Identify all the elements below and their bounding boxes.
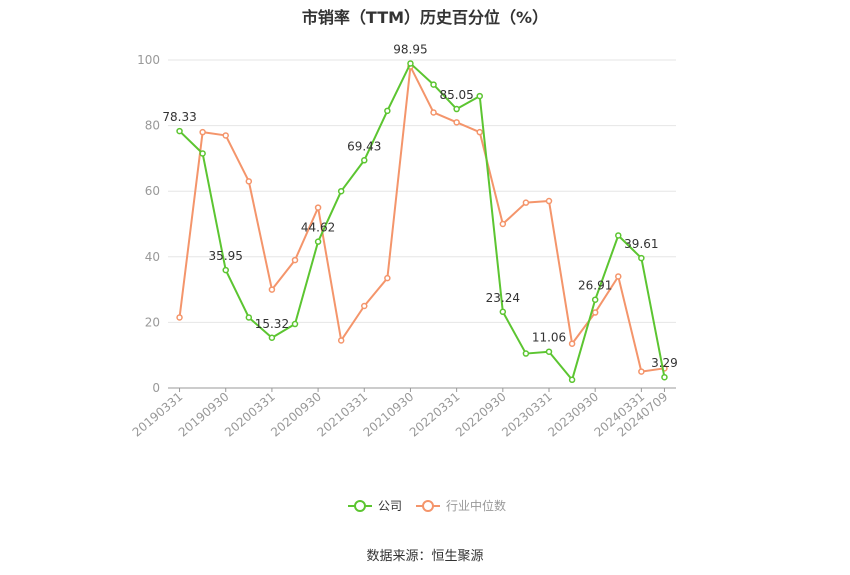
x-tick-label: 20200930	[268, 390, 324, 440]
data-point	[453, 119, 460, 126]
data-point	[476, 92, 483, 100]
x-tick-label: 20220930	[453, 390, 509, 440]
data-point	[522, 350, 530, 357]
data-point	[568, 376, 576, 384]
x-tick-label: 20210930	[361, 390, 417, 440]
data-label: 15.32	[255, 317, 289, 331]
data-point	[291, 256, 299, 264]
y-tick-label: 0	[152, 381, 160, 395]
data-point	[591, 296, 599, 303]
series-lines	[176, 60, 668, 384]
legend-marker	[354, 500, 366, 512]
data-point	[176, 314, 183, 321]
x-tick-label: 20190331	[130, 390, 186, 440]
data-point	[430, 109, 437, 116]
data-point	[245, 314, 253, 321]
x-tick-label: 20210331	[314, 390, 370, 440]
data-point	[222, 266, 229, 274]
data-point	[384, 107, 391, 115]
data-point	[615, 273, 622, 280]
legend-label: 行业中位数	[446, 498, 506, 513]
data-point	[291, 320, 299, 328]
data-label: 26.91	[578, 279, 612, 293]
data-point	[568, 340, 576, 347]
y-tick-label: 80	[145, 119, 160, 133]
x-axis: 2019033120190930202003312020093020210331…	[130, 387, 676, 440]
data-point	[199, 150, 206, 157]
data-label: 98.95	[393, 42, 427, 56]
data-point	[384, 274, 391, 282]
data-point	[337, 337, 345, 344]
y-tick-label: 20	[145, 315, 160, 329]
series-line	[178, 65, 665, 373]
data-point	[638, 368, 645, 375]
data-label: 11.06	[532, 331, 566, 345]
data-label: 44.62	[301, 221, 335, 235]
y-tick-label: 100	[137, 53, 160, 67]
y-tick-label: 60	[145, 184, 160, 198]
data-source-note: 数据来源：恒生聚源	[366, 549, 484, 564]
y-axis: 0 20 40 60 80 100	[137, 53, 160, 395]
data-point	[245, 178, 253, 185]
data-point	[545, 348, 553, 355]
data-point	[268, 286, 276, 293]
data-point	[638, 254, 645, 262]
data-point	[199, 128, 206, 136]
data-label: 3.29	[651, 356, 678, 370]
data-label: 35.95	[209, 249, 243, 263]
grid-lines	[168, 59, 676, 323]
data-point	[615, 232, 622, 239]
data-label: 39.61	[624, 237, 658, 251]
data-point	[453, 105, 460, 113]
x-tick-label: 20190930	[176, 390, 232, 440]
data-point	[499, 308, 507, 316]
x-tick-label: 20200331	[222, 390, 278, 440]
x-tick-label: 20230930	[545, 390, 601, 440]
legend-label: 公司	[378, 499, 402, 513]
data-label: 78.33	[162, 110, 196, 124]
data-point	[361, 302, 368, 310]
chart-title: 市销率（TTM）历史百分位（%）	[301, 8, 549, 27]
y-tick-label: 40	[145, 250, 160, 264]
legend[interactable]: 公司 行业中位数	[348, 498, 506, 513]
data-label: 69.43	[347, 139, 381, 153]
series-line	[178, 62, 666, 381]
data-point	[661, 373, 668, 381]
data-point	[222, 132, 229, 139]
data-label: 85.05	[439, 88, 473, 102]
data-point	[361, 157, 368, 164]
legend-marker	[422, 500, 434, 512]
data-point	[545, 197, 553, 205]
data-labels: 78.33 35.95 15.32 44.62 69.43 98.95 85.05 23.24…	[162, 42, 677, 370]
data-point	[337, 187, 345, 195]
data-label: 23.24	[486, 291, 520, 305]
data-point	[268, 334, 276, 342]
data-point	[176, 127, 183, 135]
data-point	[314, 204, 322, 211]
x-tick-label: 20220331	[407, 390, 463, 440]
data-point	[476, 128, 483, 136]
data-point	[407, 60, 414, 67]
data-point	[314, 238, 322, 245]
data-point	[499, 220, 507, 228]
data-point	[591, 309, 599, 316]
x-tick-label: 20230331	[499, 390, 555, 440]
data-point	[522, 199, 530, 206]
data-point	[430, 81, 437, 88]
